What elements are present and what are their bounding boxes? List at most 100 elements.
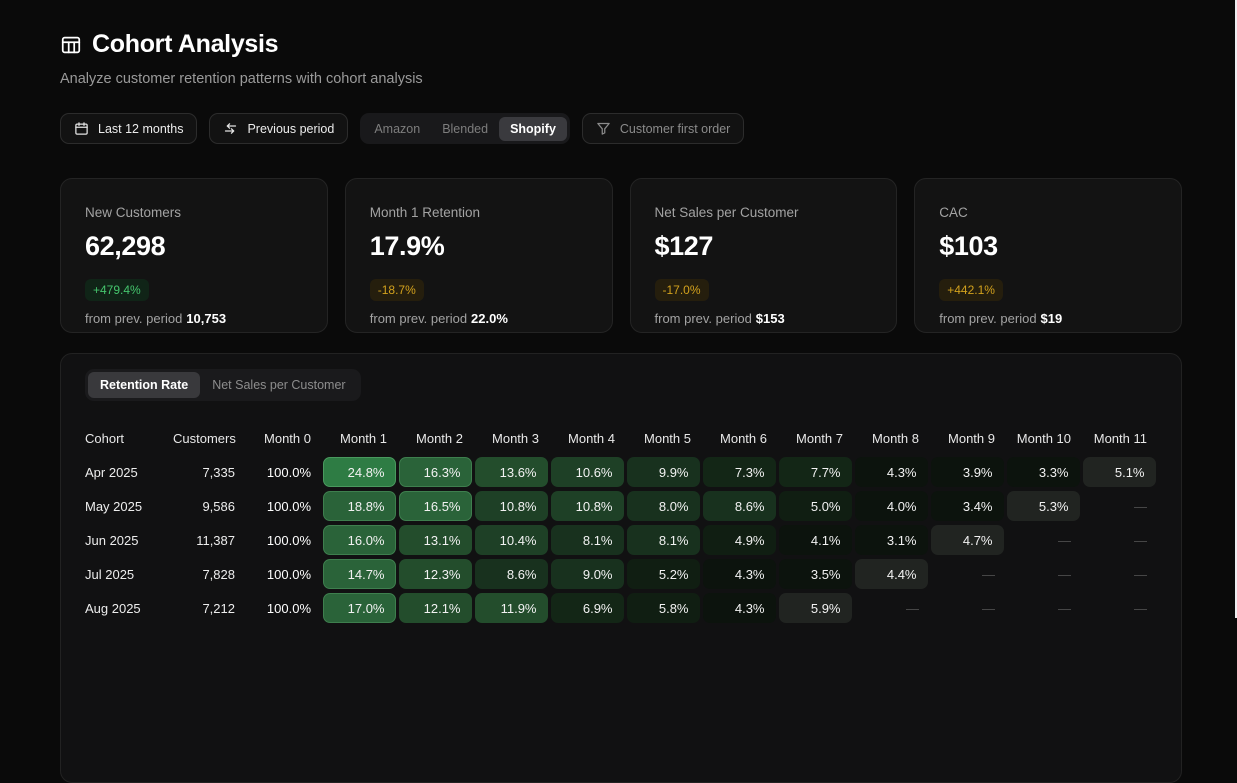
filter-toolbar: Last 12 months Previous period Amazon Bl… (60, 113, 1182, 144)
customers-value: 9,586 (202, 498, 235, 514)
retention-cell: 10.6% (549, 455, 625, 489)
page-title: Cohort Analysis (92, 30, 279, 58)
retention-cell: 9.9% (625, 455, 701, 489)
retention-cell: 4.1% (777, 523, 853, 557)
page-header: Cohort Analysis Analyze customer retenti… (60, 30, 1182, 87)
retention-cell: 13.1% (397, 523, 473, 557)
segment-amazon[interactable]: Amazon (363, 117, 431, 141)
retention-cell: 10.4% (473, 523, 549, 557)
retention-cell: 12.3% (397, 557, 473, 591)
retention-cell: 4.3% (853, 455, 929, 489)
retention-cell: 10.8% (549, 489, 625, 523)
kpi-card-net-sales-per-customer: Net Sales per Customer $127 -17.0% from … (629, 178, 898, 333)
retention-cell: — (982, 600, 995, 616)
retention-cell: 100.0% (266, 532, 311, 548)
window-edge (1235, 0, 1237, 618)
retention-cell: 5.1% (1081, 455, 1157, 489)
tab-net-sales-per-customer[interactable]: Net Sales per Customer (200, 372, 357, 398)
retention-cell: 10.8% (473, 489, 549, 523)
kpi-card-cac: CAC $103 +442.1% from prev. period $19 (914, 178, 1182, 333)
customers-value: 11,387 (196, 532, 235, 548)
page-subtitle: Analyze customer retention patterns with… (60, 71, 423, 87)
column-header: Month 3 (492, 431, 539, 446)
retention-cell: 16.3% (397, 455, 473, 489)
swap-arrows-icon (223, 121, 238, 136)
retention-cell: 8.1% (625, 523, 701, 557)
column-header: Month 4 (568, 431, 615, 446)
retention-cell: — (1134, 566, 1147, 582)
retention-cell: — (982, 566, 995, 582)
cohort-table-body: Apr 2025 7,335 100.0% 24.8% 16.3% 13.6% 10.6% 9… (85, 455, 1157, 625)
retention-cell: 4.0% (853, 489, 929, 523)
retention-cell: 12.1% (397, 591, 473, 625)
kpi-prev-period: from prev. period 10,753 (85, 311, 227, 326)
retention-cell: 14.7% (321, 557, 397, 591)
retention-cell: 4.4% (853, 557, 929, 591)
kpi-cards: New Customers 62,298 +479.4% from prev. … (60, 178, 1182, 333)
retention-cell: 5.3% (1005, 489, 1081, 523)
column-header: Month 6 (720, 431, 767, 446)
retention-cell: — (1058, 532, 1071, 548)
customers-value: 7,212 (202, 600, 235, 616)
column-header: Month 9 (948, 431, 995, 446)
retention-cell: 6.9% (549, 591, 625, 625)
customer-filter-button[interactable]: Customer first order (581, 113, 745, 144)
retention-cell: 4.9% (701, 523, 777, 557)
retention-cell: 7.3% (701, 455, 777, 489)
kpi-prev-period: from prev. period 22.0% (369, 311, 508, 326)
table-row: Aug 2025 7,212 100.0% 17.0% 12.1% 11.9% 6.9% 5.… (85, 591, 1157, 625)
retention-cell: 100.0% (266, 566, 311, 582)
retention-cell: — (1134, 498, 1147, 514)
table-row: Jul 2025 7,828 100.0% 14.7% 12.3% 8.6% 9.0% 5.2… (85, 557, 1157, 591)
funnel-icon (596, 121, 611, 136)
customers-value: 7,335 (202, 464, 235, 480)
retention-cell: 3.5% (777, 557, 853, 591)
retention-cell: 16.5% (397, 489, 473, 523)
kpi-value: 62,298 (85, 231, 166, 261)
retention-cell: 16.0% (321, 523, 397, 557)
retention-cell: 3.1% (853, 523, 929, 557)
cohort-table-card: Retention Rate Net Sales per Customer Co… (60, 353, 1182, 783)
segment-blended[interactable]: Blended (431, 117, 499, 141)
retention-cell: 3.3% (1005, 455, 1081, 489)
retention-cell: 8.6% (701, 489, 777, 523)
retention-cell: — (1134, 600, 1147, 616)
column-header: Month 7 (796, 431, 843, 446)
kpi-label: CAC (939, 205, 968, 220)
retention-cell: 13.6% (473, 455, 549, 489)
table-row: Apr 2025 7,335 100.0% 24.8% 16.3% 13.6% 10.6% 9… (85, 455, 1157, 489)
retention-cell: 7.7% (777, 455, 853, 489)
kpi-prev-period: from prev. period $153 (654, 311, 785, 326)
date-range-button[interactable]: Last 12 months (60, 113, 198, 144)
compare-period-button[interactable]: Previous period (209, 113, 349, 144)
retention-cell: 17.0% (321, 591, 397, 625)
retention-cell: 100.0% (266, 498, 311, 514)
retention-cell: — (1134, 532, 1147, 548)
retention-cell: 3.4% (929, 489, 1005, 523)
column-header: Month 11 (1093, 431, 1147, 446)
retention-cell: 24.8% (321, 455, 397, 489)
retention-cell: — (1058, 600, 1071, 616)
cohort-label: May 2025 (85, 498, 143, 514)
retention-cell: 100.0% (266, 600, 311, 616)
cohort-label: Apr 2025 (85, 464, 138, 480)
retention-cell: 100.0% (266, 464, 311, 480)
tab-retention-rate[interactable]: Retention Rate (88, 372, 201, 398)
kpi-label: New Customers (85, 205, 182, 220)
retention-cell: 18.8% (321, 489, 397, 523)
segment-shopify[interactable]: Shopify (499, 116, 567, 141)
calendar-icon (74, 121, 89, 136)
column-header: Month 10 (1016, 431, 1071, 446)
kpi-card-month1-retention: Month 1 Retention 17.9% -18.7% from prev… (344, 178, 613, 333)
metric-tabs: Retention Rate Net Sales per Customer (85, 369, 361, 401)
kpi-delta-badge: +442.1% (939, 279, 1003, 301)
kpi-value: $103 (939, 231, 998, 261)
customer-filter-label: Customer first order (619, 121, 731, 136)
retention-cell: 4.3% (701, 557, 777, 591)
retention-cell: 4.3% (701, 591, 777, 625)
column-header: Cohort (85, 431, 125, 446)
table-row: Jun 2025 11,387 100.0% 16.0% 13.1% 10.4% 8.1% 8… (85, 523, 1157, 557)
kpi-card-new-customers: New Customers 62,298 +479.4% from prev. … (60, 178, 328, 333)
retention-cell: 5.8% (625, 591, 701, 625)
